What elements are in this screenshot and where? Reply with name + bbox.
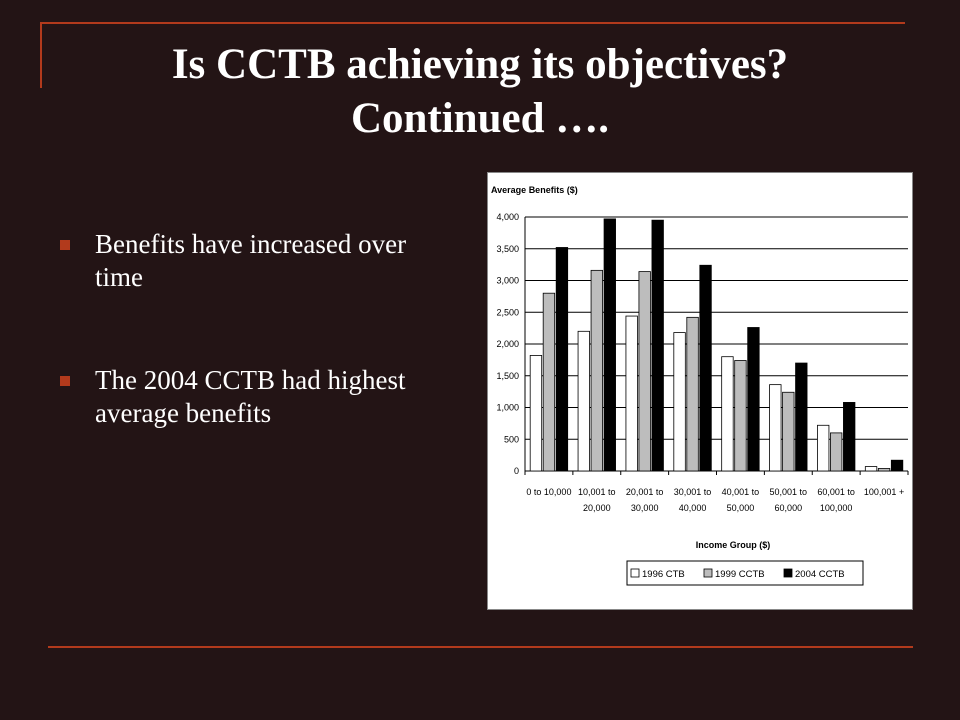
square-bullet-icon: [60, 240, 70, 250]
y-tick-label: 2,000: [496, 339, 519, 349]
bar: [638, 271, 651, 472]
bar: [577, 330, 590, 472]
x-tick-label: 40,001 to: [722, 487, 760, 497]
bar: [625, 315, 638, 472]
bar: [843, 402, 856, 472]
bullet-text: Benefits have increased over time: [95, 229, 407, 292]
x-tick-label: 50,000: [727, 503, 755, 513]
left-rule: [40, 22, 42, 88]
bullet-list: Benefits have increased over time The 20…: [60, 228, 460, 500]
bottom-rule: [48, 646, 913, 648]
x-tick-label: 60,000: [775, 503, 803, 513]
bar: [590, 269, 603, 472]
bar: [603, 218, 616, 472]
square-bullet-icon: [60, 376, 70, 386]
bullet-item: The 2004 CCTB had highest average benefi…: [60, 364, 460, 430]
y-tick-label: 3,000: [496, 276, 519, 286]
bar: [529, 355, 543, 472]
x-tick-label: 0 to 10,000: [526, 487, 571, 497]
y-tick-label: 0: [514, 466, 519, 476]
bar: [555, 247, 569, 472]
top-rule: [40, 22, 905, 24]
x-tick-label: 40,000: [679, 503, 707, 513]
legend-swatch: [783, 568, 793, 578]
legend-swatch: [703, 568, 713, 578]
bar: [651, 219, 664, 472]
x-tick-label: 30,000: [631, 503, 659, 513]
legend-swatch: [630, 568, 640, 578]
bar: [734, 360, 747, 472]
bar: [686, 316, 699, 472]
x-tick-label: 60,001 to: [817, 487, 855, 497]
bar-chart: Average Benefits ($) 0 500 1,000 1,500 2,000 2…: [487, 172, 913, 610]
y-tick-label: 500: [504, 434, 519, 444]
legend-entry: 2004 CCTB: [795, 569, 845, 580]
x-tick-label: 100,000: [820, 503, 853, 513]
bar: [864, 466, 878, 472]
bar-chart-svg: Average Benefits ($) 0 500 1,000 1,500 2,000 2…: [491, 185, 909, 586]
x-tick-label: 30,001 to: [674, 487, 712, 497]
y-tick-label: 1,500: [496, 371, 519, 381]
bar: [830, 432, 843, 472]
title-line-2: Continued ….: [350, 95, 610, 142]
legend-box: [626, 560, 864, 586]
bullet-text: The 2004 CCTB had highest average benefi…: [95, 365, 406, 428]
y-tick-label: 3,500: [496, 244, 519, 254]
x-tick-label: 20,000: [583, 503, 611, 513]
bar: [817, 424, 830, 472]
bar: [795, 362, 808, 472]
x-tick-label: 50,001 to: [770, 487, 808, 497]
bar: [699, 264, 712, 472]
bar: [747, 327, 760, 472]
y-tick-label: 4,000: [496, 212, 519, 222]
x-tick-label: 100,001 +: [864, 487, 904, 497]
slide-title: Is CCTB achieving its objectives? Contin…: [40, 38, 920, 146]
x-tick-label: 10,001 to: [578, 487, 616, 497]
title-line-1: Is CCTB achieving its objectives?: [171, 41, 789, 88]
x-tick-label: 20,001 to: [626, 487, 664, 497]
bar: [673, 332, 686, 472]
x-axis-label: Income Group ($): [696, 540, 771, 550]
bar: [721, 356, 734, 472]
legend-entry: 1999 CCTB: [715, 569, 765, 580]
bar: [890, 459, 904, 472]
bar: [542, 292, 556, 472]
bar: [877, 468, 891, 472]
y-axis-label: Average Benefits ($): [491, 185, 578, 195]
y-tick-label: 1,000: [496, 403, 519, 413]
bullet-item: Benefits have increased over time: [60, 228, 460, 294]
y-tick-label: 2,500: [496, 307, 519, 317]
legend-entry: 1996 CTB: [642, 569, 685, 580]
bar: [782, 391, 795, 472]
bar: [769, 384, 782, 472]
